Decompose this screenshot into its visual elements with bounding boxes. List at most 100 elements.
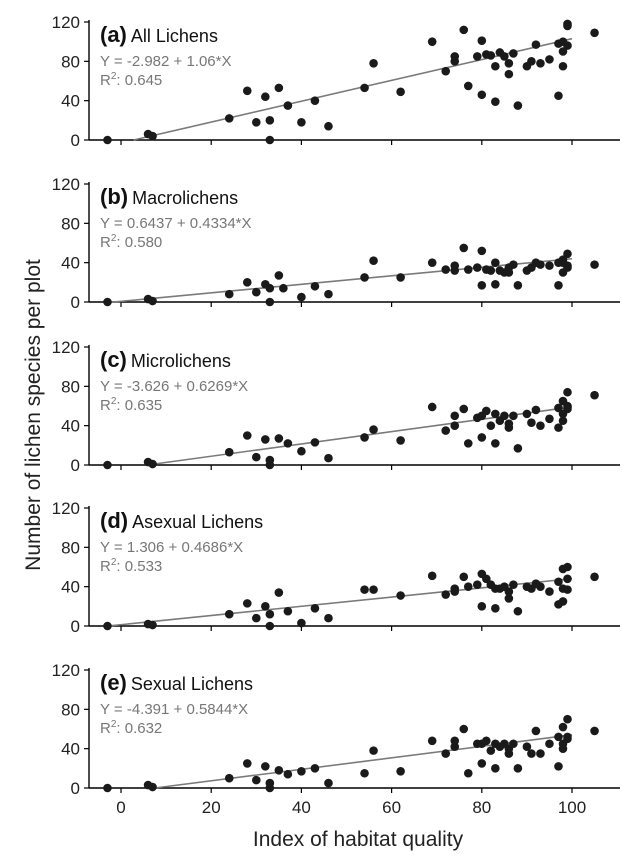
data-point xyxy=(513,443,523,453)
data-point xyxy=(563,404,572,414)
data-point xyxy=(148,459,157,469)
data-point xyxy=(563,41,572,50)
data-point xyxy=(491,409,500,419)
r-squared-value: : 0.632 xyxy=(116,720,162,737)
data-point xyxy=(324,453,333,463)
data-point xyxy=(396,436,405,445)
r-squared-value: : 0.635 xyxy=(116,397,162,414)
y-tick-label: 80 xyxy=(61,52,80,71)
data-point xyxy=(251,613,261,623)
data-point xyxy=(536,59,545,68)
data-point xyxy=(450,266,460,275)
data-point xyxy=(261,762,270,771)
regression-line xyxy=(107,257,573,304)
data-point xyxy=(310,96,320,105)
data-point xyxy=(500,52,509,61)
data-point xyxy=(251,452,261,462)
data-point xyxy=(504,59,514,68)
data-point xyxy=(103,135,112,145)
data-point xyxy=(283,101,293,110)
data-point xyxy=(360,768,369,778)
y-tick-label: 80 xyxy=(61,214,80,233)
data-point xyxy=(450,736,460,746)
data-point xyxy=(486,266,496,275)
data-point xyxy=(427,37,437,46)
data-point xyxy=(463,81,473,91)
data-point xyxy=(509,580,518,589)
data-point xyxy=(536,749,545,758)
data-point xyxy=(265,783,275,793)
panel-name: Asexual Lichens xyxy=(132,512,263,532)
data-point xyxy=(527,57,536,66)
x-tick-label: 100 xyxy=(558,798,586,817)
data-point xyxy=(477,36,487,45)
data-point xyxy=(450,742,460,751)
data-point xyxy=(450,411,460,421)
data-point xyxy=(459,724,469,734)
panel-title: (d) Asexual Lichens xyxy=(100,508,263,533)
data-point xyxy=(369,585,378,594)
panel-title: (e) Sexual Lichens xyxy=(100,670,253,695)
data-point xyxy=(427,571,437,581)
data-point xyxy=(224,114,234,123)
data-point xyxy=(545,261,554,270)
data-point xyxy=(477,759,487,768)
panel-b: 0 40 80 120 (b) Macrolichens Y = 0.6437 + 0.43… xyxy=(52,175,620,312)
data-point xyxy=(513,101,523,110)
data-point xyxy=(558,61,568,71)
panel-a: 0 40 80 120 (a) All Lichens Y = -2.982 + 1.06*… xyxy=(52,13,620,150)
data-point xyxy=(513,606,523,616)
data-point xyxy=(536,582,545,591)
data-point xyxy=(590,390,599,400)
data-point xyxy=(251,287,261,297)
data-point xyxy=(554,732,563,742)
x-tick-label: 80 xyxy=(472,798,491,817)
data-point xyxy=(459,572,469,582)
data-point xyxy=(360,83,369,93)
data-point xyxy=(500,411,509,421)
data-point xyxy=(396,766,405,776)
data-point xyxy=(472,52,482,61)
data-point xyxy=(531,40,541,49)
data-point xyxy=(265,283,275,293)
data-point xyxy=(261,602,270,611)
data-point xyxy=(563,732,572,742)
y-tick-label: 40 xyxy=(61,254,80,273)
data-point xyxy=(558,416,568,426)
data-point xyxy=(265,621,275,631)
y-tick-label: 120 xyxy=(52,661,80,680)
data-point xyxy=(283,439,293,448)
panel-e: 0 40 80 120 (e) Sexual Lichens Y = -4.391 + 0.… xyxy=(52,661,620,798)
data-point xyxy=(324,121,333,131)
data-point xyxy=(274,766,284,775)
data-point xyxy=(274,434,284,443)
data-point xyxy=(463,582,473,591)
r-squared: R2: 0.580 xyxy=(100,233,162,251)
r-squared-value: : 0.580 xyxy=(116,234,162,251)
data-point xyxy=(554,423,563,432)
data-point xyxy=(441,426,451,435)
data-point xyxy=(297,118,306,127)
data-point xyxy=(441,749,451,758)
data-point xyxy=(536,260,545,269)
data-point xyxy=(477,602,487,611)
x-tick-label: 0 xyxy=(116,798,125,817)
y-tick-label: 0 xyxy=(71,617,80,636)
data-point xyxy=(545,414,554,424)
panel-name: Sexual Lichens xyxy=(131,674,253,694)
y-tick-label: 0 xyxy=(71,293,80,312)
data-point xyxy=(265,297,275,307)
data-point xyxy=(251,118,261,127)
data-point xyxy=(554,577,563,587)
regression-equation: Y = -2.982 + 1.06*X xyxy=(100,53,232,70)
data-point xyxy=(563,574,572,584)
data-point xyxy=(297,446,306,456)
data-point xyxy=(360,273,369,282)
data-point xyxy=(265,135,275,145)
data-point xyxy=(103,460,112,470)
r-squared-label: R xyxy=(100,720,111,737)
data-point xyxy=(148,131,157,141)
data-point xyxy=(491,764,500,773)
data-point xyxy=(590,726,599,736)
